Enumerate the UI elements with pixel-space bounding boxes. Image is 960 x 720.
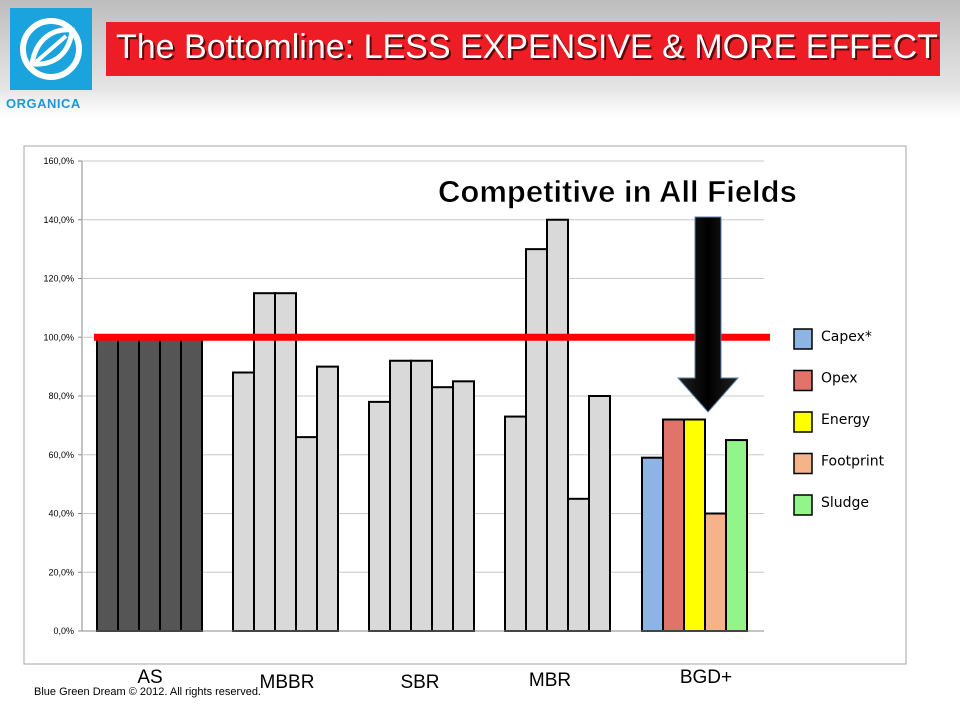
x-category-label: BGD+ [680, 667, 732, 688]
bar-mbr-footprint [567, 497, 590, 632]
bar-bgd-sludge [725, 439, 748, 632]
y-tick-label: 120,0% [43, 274, 74, 284]
bar-mbr-opex [525, 248, 548, 632]
x-category-label: MBR [529, 670, 571, 691]
legend-label: Energy [821, 412, 870, 428]
bar-as-sludge [180, 336, 203, 632]
bar-as-capex [96, 336, 119, 632]
y-tick-label: 100,0% [43, 332, 74, 342]
bar-mbr-sludge [588, 395, 611, 632]
bar-sbr-capex [368, 400, 391, 632]
bar-mbbr-capex [232, 371, 255, 632]
title-banner: The Bottomline: LESS EXPENSIVE & MORE EF… [106, 22, 940, 76]
legend-swatch [793, 411, 813, 433]
bar-bgd-opex [662, 418, 685, 632]
annotation-text: Competitive in All Fields [438, 174, 797, 209]
bar-mbbr-energy [274, 292, 297, 632]
bar-sbr-footprint [431, 386, 454, 632]
y-tick-label: 40,0% [48, 509, 74, 519]
x-category-label: AS [137, 667, 162, 688]
slide-title: The Bottomline: LESS EXPENSIVE & MORE EF… [116, 28, 940, 66]
bar-mbr-energy [546, 218, 569, 632]
bar-bgd-capex [641, 456, 664, 632]
bar-mbbr-footprint [295, 436, 318, 632]
bar-mbbr-sludge [316, 365, 339, 632]
bar-mbbr-opex [253, 292, 276, 632]
x-category-label: SBR [400, 672, 439, 693]
y-tick-label: 80,0% [48, 391, 74, 401]
annotation-layer: Competitive in All Fields [438, 174, 797, 413]
x-category-label: MBBR [260, 672, 315, 693]
bar-layer [82, 218, 764, 632]
chart-frame [23, 145, 907, 665]
bar-sbr-sludge [452, 380, 475, 632]
bar-mbr-capex [504, 415, 527, 632]
y-axis-tick-labels: 0,0% 20,0% 40,0% 60,0% 80,0% 100,0% 120,0% 140,… [43, 156, 74, 636]
y-tick-label: 140,0% [43, 215, 74, 225]
legend-label: Footprint [821, 454, 885, 470]
y-tick-label: 20,0% [48, 567, 74, 577]
bar-as-footprint [159, 336, 182, 632]
legend-label: Sludge [821, 495, 869, 511]
x-axis-category-labels: AS MBBR SBR MBR BGD+ [137, 667, 732, 693]
bar-sbr-energy [410, 359, 433, 632]
y-tick-label: 0,0% [53, 626, 74, 636]
legend-swatch [793, 452, 813, 475]
bar-sbr-opex [389, 359, 412, 632]
header-shadow [0, 92, 960, 118]
bar-bgd-footprint [704, 512, 727, 632]
legend-label: Capex* [821, 329, 872, 345]
legend-label: Opex [821, 371, 858, 387]
legend-swatch [793, 494, 813, 516]
legend: Capex* Opex Energy Footprint Sludge [793, 328, 885, 516]
y-tick-label: 160,0% [43, 156, 74, 166]
legend-swatch [793, 328, 813, 350]
down-arrow-icon [676, 216, 740, 413]
copyright: Blue Green Dream © 2012. All rights rese… [34, 686, 261, 698]
logo [10, 8, 92, 90]
bar-as-energy [138, 336, 161, 632]
leaf-icon [20, 18, 82, 80]
legend-swatch [793, 369, 813, 392]
y-tick-label: 60,0% [48, 450, 74, 460]
logo-text: ORGANICA [6, 96, 81, 111]
bar-as-opex [117, 336, 140, 632]
bar-bgd-energy [683, 418, 706, 632]
